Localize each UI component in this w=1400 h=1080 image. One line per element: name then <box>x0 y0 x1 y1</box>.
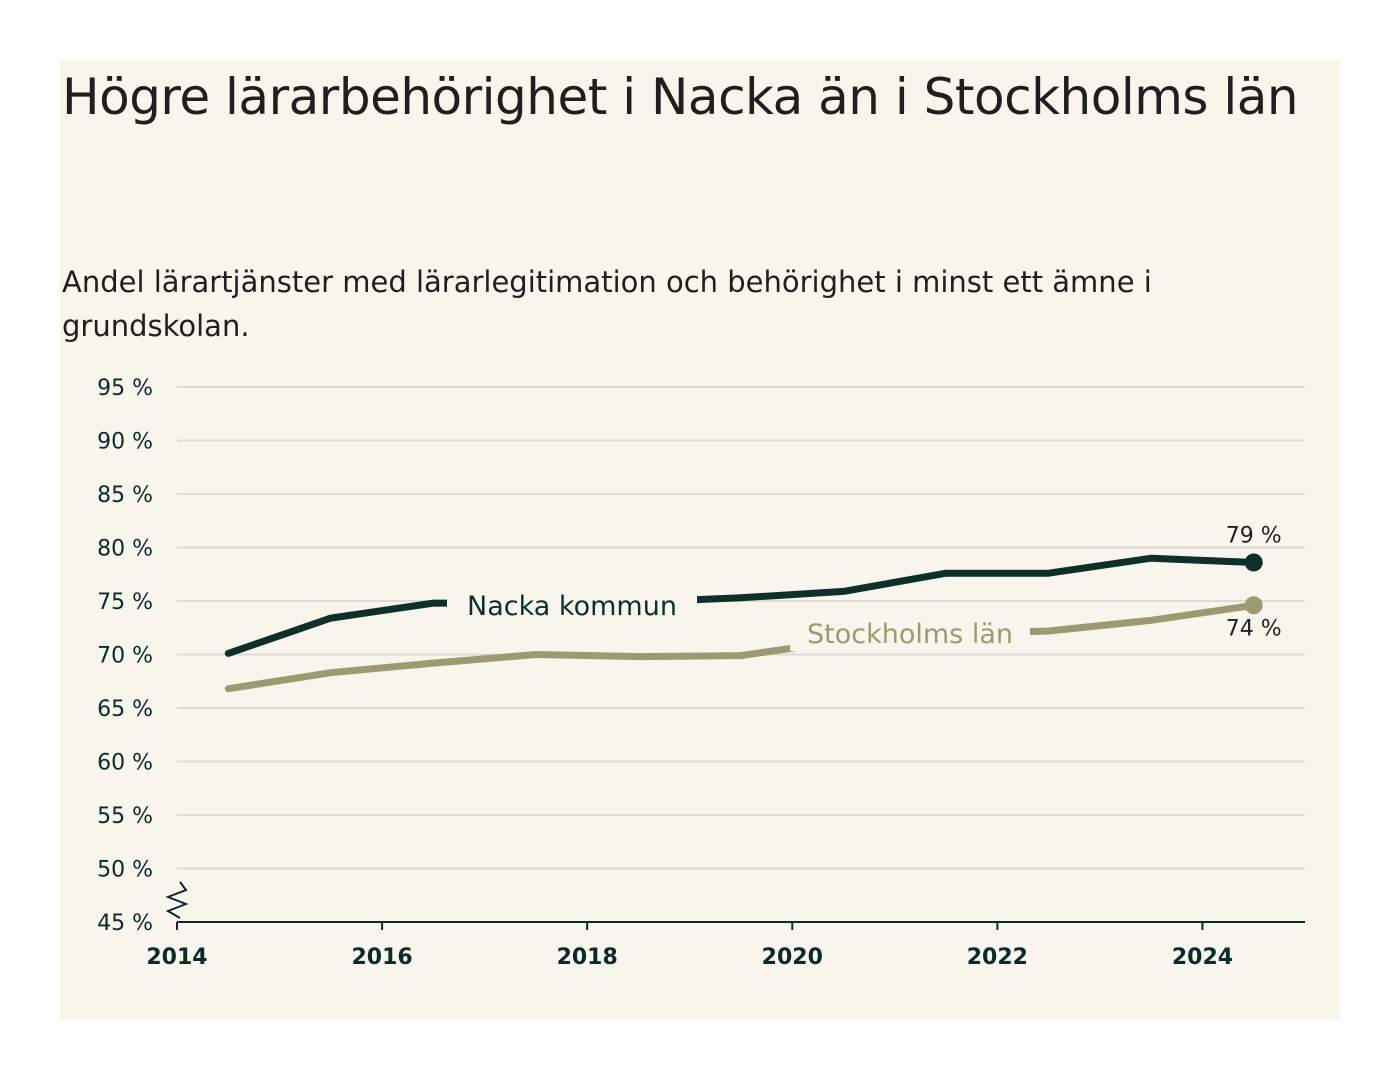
end-value-label: 79 % <box>1226 523 1282 548</box>
y-tick-label: 55 % <box>97 804 153 829</box>
chart-card <box>60 60 1340 1020</box>
grid-lines <box>177 386 1305 870</box>
series-labels: 79 % Nacka kommun 74 % Stockholms län <box>447 523 1282 651</box>
y-tick-label: 45 % <box>97 911 153 936</box>
y-tick-label: 95 % <box>97 376 153 401</box>
y-tick-label: 65 % <box>97 697 153 722</box>
series-line-0 <box>224 554 1258 657</box>
series-label-bg <box>447 589 697 623</box>
axis-break-icon <box>165 881 189 919</box>
y-tick-label: 90 % <box>97 430 153 455</box>
series-end-point <box>1244 596 1263 615</box>
y-tick-label: 60 % <box>97 751 153 776</box>
series-end-point <box>1244 553 1263 572</box>
series-lines <box>224 553 1263 693</box>
series-name-label: Stockholms län <box>807 619 1013 650</box>
x-tick-label: 2018 <box>557 945 618 970</box>
y-tick-label: 85 % <box>97 483 153 508</box>
x-tick-label: 2024 <box>1172 945 1233 970</box>
y-tick-label: 70 % <box>97 644 153 669</box>
x-axis: 2014 2016 2018 2020 2022 2024 <box>146 881 1305 970</box>
series-line-1 <box>224 601 1258 693</box>
chart-title: Högre lärarbehörighet i Nacka än i Stock… <box>62 68 1299 126</box>
chart-subtitle: Andel lärartjänster med lärarlegitimatio… <box>62 265 1152 343</box>
y-tick-label: 75 % <box>97 590 153 615</box>
y-tick-label: 80 % <box>97 537 153 562</box>
x-tick-label: 2020 <box>762 945 823 970</box>
y-tick-label: 50 % <box>97 858 153 883</box>
series-label-bg <box>790 617 1030 651</box>
end-value-label: 74 % <box>1226 616 1282 641</box>
y-axis-ticks: 95 % 90 % 85 % 80 % 75 % 70 % 65 % 60 % 55 % 50 %… <box>97 376 153 936</box>
x-tick-label: 2022 <box>967 945 1028 970</box>
x-tick-label: 2014 <box>146 945 207 970</box>
series-name-label: Nacka kommun <box>467 591 677 622</box>
x-tick-label: 2016 <box>351 945 412 970</box>
